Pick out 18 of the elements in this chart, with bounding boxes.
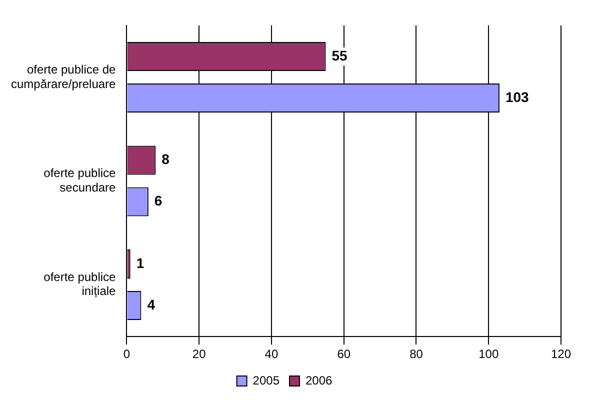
data-label: 8 xyxy=(162,151,170,168)
y-tick-label: oferte publice de cumpărare/preluare xyxy=(11,62,116,91)
y-tick-label: oferte publice secundare xyxy=(44,166,116,195)
data-label: 1 xyxy=(136,254,144,271)
data-label: 103 xyxy=(505,88,530,105)
x-tick-label: 0 xyxy=(123,347,130,362)
x-tick-label: 80 xyxy=(410,347,424,362)
legend-label: 2005 xyxy=(252,373,280,388)
data-label: 4 xyxy=(147,296,156,312)
data-label: 55 xyxy=(332,47,348,64)
data-label: 6 xyxy=(154,192,162,209)
x-tick-label: 60 xyxy=(337,347,351,362)
x-tick-label: 20 xyxy=(192,347,206,362)
y-tick-label: oferte publice inițiale xyxy=(44,270,116,298)
x-tick-label: 40 xyxy=(264,347,278,362)
legend-label: 2006 xyxy=(306,373,333,388)
x-tick-label: 120 xyxy=(550,347,572,362)
x-tick-label: 100 xyxy=(478,347,499,362)
